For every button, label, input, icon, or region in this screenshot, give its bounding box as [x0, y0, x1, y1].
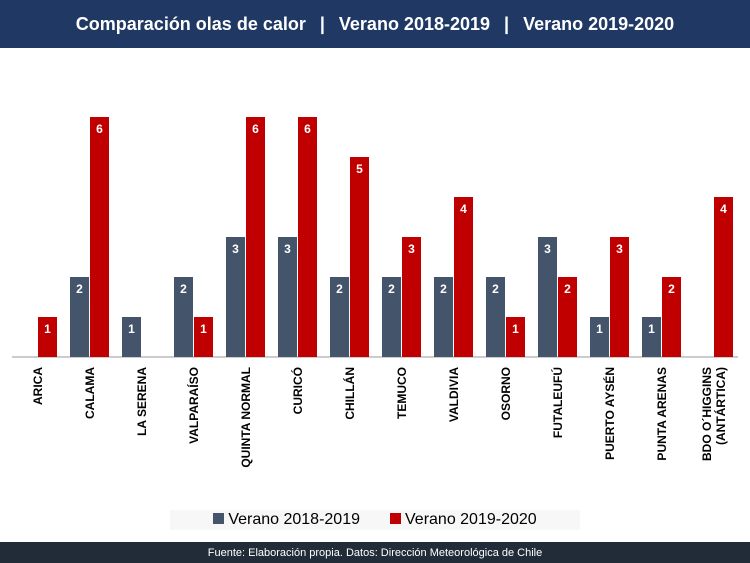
data-label: 4 — [460, 202, 467, 216]
data-label: 5 — [356, 162, 363, 176]
legend-item-2018: Verano 2018-2019 — [213, 511, 360, 529]
bar — [194, 317, 213, 357]
category-label: PUERTO AYSÉN — [602, 367, 617, 460]
category-label: CHILLÁN — [342, 367, 357, 420]
footer-source: Fuente: Elaboración propia. Datos: Direc… — [0, 542, 750, 563]
category-label: CURICÓ — [290, 367, 305, 414]
legend: Verano 2018-2019 Verano 2019-2020 — [170, 510, 580, 530]
bar — [454, 197, 473, 357]
bar — [662, 277, 681, 357]
bar — [38, 317, 57, 357]
title-text: Comparación olas de calor — [75, 13, 306, 34]
legend-swatch — [213, 513, 225, 524]
bar — [350, 157, 369, 357]
data-label: 2 — [180, 282, 187, 296]
category-label: FUTALEUFÚ — [550, 367, 565, 438]
data-label: 1 — [128, 322, 135, 336]
data-label: 1 — [200, 322, 207, 336]
title-season-1: Verano 2018-2019 — [338, 13, 491, 34]
bar — [506, 317, 525, 357]
category-label: LA SERENA — [135, 367, 149, 436]
bar — [298, 117, 317, 357]
bar — [402, 237, 421, 357]
bar — [278, 237, 297, 357]
data-label: 1 — [512, 322, 519, 336]
title-season-2: Verano 2019-2020 — [523, 13, 675, 34]
legend-label: Verano 2019-2020 — [405, 511, 537, 528]
category-label: BDO O´HIGGINS — [700, 367, 714, 461]
separator: | — [504, 13, 510, 34]
data-label: 3 — [616, 242, 623, 256]
bar — [642, 317, 661, 357]
data-label: 1 — [596, 322, 603, 336]
category-label: PUNTA ARENAS — [655, 367, 669, 461]
category-label: ARICA — [31, 367, 45, 405]
bar — [610, 237, 629, 357]
data-label: 3 — [284, 242, 291, 256]
data-label: 2 — [492, 282, 499, 296]
data-label: 2 — [336, 282, 343, 296]
data-label: 2 — [76, 282, 83, 296]
legend-label: Verano 2018-2019 — [228, 511, 360, 528]
category-label: VALDIVIA — [447, 367, 461, 422]
data-label: 2 — [440, 282, 447, 296]
data-label: 6 — [252, 122, 259, 136]
bar — [70, 277, 89, 357]
category-label: (ANTÁRTICA) — [713, 367, 728, 445]
bar — [434, 277, 453, 357]
bar — [486, 277, 505, 357]
data-label: 1 — [648, 322, 655, 336]
bar-chart: 1 ARICA 2 6 CALAMA 1 LA SERENA 2 1 VALPARAÍSO 3 6 QU… — [12, 117, 738, 468]
bar — [122, 317, 141, 357]
category-label: TEMUCO — [395, 367, 409, 419]
bar — [558, 277, 577, 357]
bar — [174, 277, 193, 357]
data-label: 4 — [720, 202, 727, 216]
data-label: 3 — [232, 242, 239, 256]
bar — [590, 317, 609, 357]
bar — [90, 117, 109, 357]
legend-item-2019: Verano 2019-2020 — [390, 511, 537, 529]
data-label: 6 — [304, 122, 311, 136]
category-label: CALAMA — [83, 367, 97, 419]
data-label: 2 — [564, 282, 571, 296]
legend-swatch — [390, 513, 401, 524]
category-label: QUINTA NORMAL — [239, 367, 253, 468]
separator: | — [319, 13, 325, 34]
category-label: VALPARAÍSO — [186, 367, 201, 444]
data-label: 2 — [668, 282, 675, 296]
data-label: 2 — [388, 282, 395, 296]
bar — [246, 117, 265, 357]
bar — [330, 277, 349, 357]
bar — [382, 277, 401, 357]
category-label: OSORNO — [499, 367, 513, 420]
data-label: 1 — [44, 322, 51, 336]
data-label: 6 — [96, 122, 103, 136]
data-label: 3 — [408, 242, 415, 256]
chart-title: Comparación olas de calor | Verano 2018-20… — [0, 0, 750, 48]
bar — [714, 197, 733, 357]
bar — [538, 237, 557, 357]
data-label: 3 — [544, 242, 551, 256]
bar — [226, 237, 245, 357]
